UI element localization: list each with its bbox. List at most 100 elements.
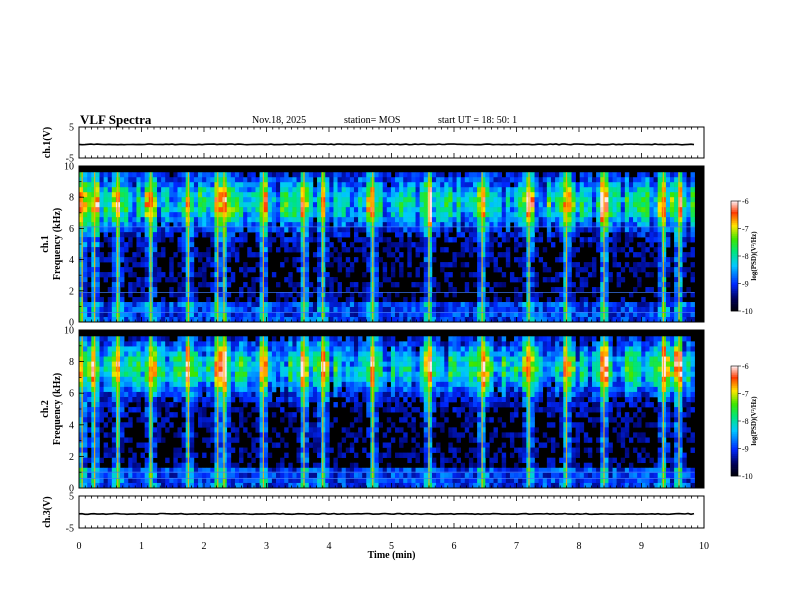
- spectrogram-cell: [288, 202, 293, 208]
- spectrogram-cell: [87, 381, 92, 388]
- spectrogram-cell: [501, 182, 507, 188]
- spectrogram-cell: [152, 207, 158, 213]
- spectrogram-cell: [325, 262, 330, 268]
- spectrogram-cell: [665, 297, 671, 303]
- spectrogram-cell: [325, 302, 330, 308]
- spectrogram-cell: [263, 307, 269, 313]
- spectrogram-cell: [464, 227, 470, 233]
- spectrogram-cell: [107, 366, 113, 373]
- spectrogram-cell: [534, 172, 539, 178]
- spectrogram-cell: [99, 396, 104, 403]
- spectrogram-cell: [325, 247, 330, 253]
- spectrogram-cell: [202, 272, 207, 278]
- spectrogram-cell: [633, 262, 638, 268]
- spectrogram-cell: [641, 247, 646, 253]
- spectrogram-cell: [304, 312, 310, 318]
- spectrogram-cell: [91, 472, 96, 479]
- colorbar-step: [731, 303, 738, 306]
- spectrogram-cell: [592, 182, 597, 188]
- spectrogram-cell: [128, 242, 133, 248]
- spectrogram-cell: [353, 282, 359, 288]
- spectrogram-cell: [292, 237, 297, 243]
- spectrogram-cell: [637, 207, 642, 213]
- spectrogram-cell: [284, 172, 289, 178]
- spectrogram-cell: [579, 192, 585, 198]
- spectrogram-cell: [288, 192, 293, 198]
- spectrogram-cell: [91, 417, 96, 423]
- spectrogram-cell: [661, 217, 667, 223]
- spectrogram-cell: [124, 257, 129, 263]
- spectrogram-cell: [427, 212, 433, 218]
- spectrogram-cell: [649, 182, 654, 188]
- spectrogram-cell: [124, 422, 129, 428]
- spectrogram-cell: [177, 197, 182, 203]
- spectrogram-cell: [83, 292, 88, 298]
- spectrogram-cell: [128, 356, 133, 362]
- spectrogram-cell: [563, 277, 568, 283]
- spectrogram-cell: [657, 217, 663, 223]
- spectrogram-cell: [181, 422, 187, 428]
- spectrogram-cell: [431, 222, 437, 228]
- spectrogram-cell: [128, 447, 133, 453]
- spectrogram-cell: [690, 227, 695, 233]
- spectrogram-cell: [234, 222, 240, 228]
- spectrogram-cell: [189, 242, 195, 248]
- spectrogram-cell: [161, 346, 166, 352]
- spectrogram-cell: [596, 302, 601, 308]
- spectrogram-cell: [120, 402, 125, 408]
- spectrogram-cell: [202, 371, 207, 378]
- spectrogram-cell: [156, 376, 162, 383]
- spectrogram-cell: [79, 412, 84, 418]
- spectrogram-cell: [317, 197, 322, 203]
- spectrogram-cell: [103, 402, 109, 408]
- spectrogram-cell: [616, 317, 622, 323]
- spectrogram-cell: [382, 227, 388, 233]
- spectrogram-cell: [399, 232, 404, 238]
- spectrogram-cell: [156, 277, 162, 283]
- spectrogram-cell: [481, 252, 486, 258]
- spectrogram-cell: [136, 467, 141, 474]
- spectrogram-cell: [87, 237, 92, 243]
- spectrogram-cell: [407, 222, 412, 228]
- spectrogram-cell: [111, 442, 117, 448]
- spectrogram-cell: [563, 307, 568, 313]
- spectrogram-cell: [649, 227, 654, 233]
- spectrogram-cell: [641, 267, 646, 273]
- spectrogram-cell: [214, 381, 219, 388]
- spectrogram-cell: [259, 202, 264, 208]
- spectrogram-cell: [173, 386, 178, 393]
- spectrogram-cell: [173, 467, 178, 474]
- spectrogram-cell: [99, 197, 104, 203]
- spectrogram-cell: [337, 317, 342, 323]
- spectrogram-cell: [124, 212, 129, 218]
- spectrogram-cell: [206, 192, 211, 198]
- spectrogram-cell: [230, 187, 236, 193]
- spectrogram-cell: [534, 217, 539, 223]
- spectrogram-cell: [267, 187, 273, 193]
- spectrogram-cell: [161, 391, 166, 398]
- spectrogram-cell: [616, 262, 622, 268]
- spectrogram-cell: [210, 427, 215, 433]
- spectrogram-cell: [485, 202, 490, 208]
- spectrogram-cell: [173, 217, 178, 223]
- spectrogram-cell: [152, 336, 158, 342]
- spectrogram-cell: [91, 462, 96, 469]
- spectrogram-cell: [259, 182, 264, 188]
- spectrogram-cell: [99, 212, 104, 218]
- spectrogram-cell: [214, 257, 219, 263]
- spectrogram-cell: [193, 187, 199, 193]
- colorbar-step: [731, 213, 738, 216]
- spectrogram-cell: [152, 371, 158, 378]
- spectrogram-cell: [485, 172, 490, 178]
- spectrogram-cell: [333, 232, 338, 238]
- spectrogram-cell: [165, 302, 170, 308]
- spectrogram-cell: [120, 237, 125, 243]
- spectrogram-cell: [362, 237, 367, 243]
- spectrogram-cell: [641, 307, 646, 313]
- spectrogram-cell: [156, 472, 162, 479]
- spectrogram-cell: [550, 317, 556, 323]
- spectrogram-cell: [567, 267, 572, 273]
- spectrogram-cell: [156, 422, 162, 428]
- spectrogram-cell: [333, 277, 338, 283]
- spectrogram-cell: [641, 312, 646, 318]
